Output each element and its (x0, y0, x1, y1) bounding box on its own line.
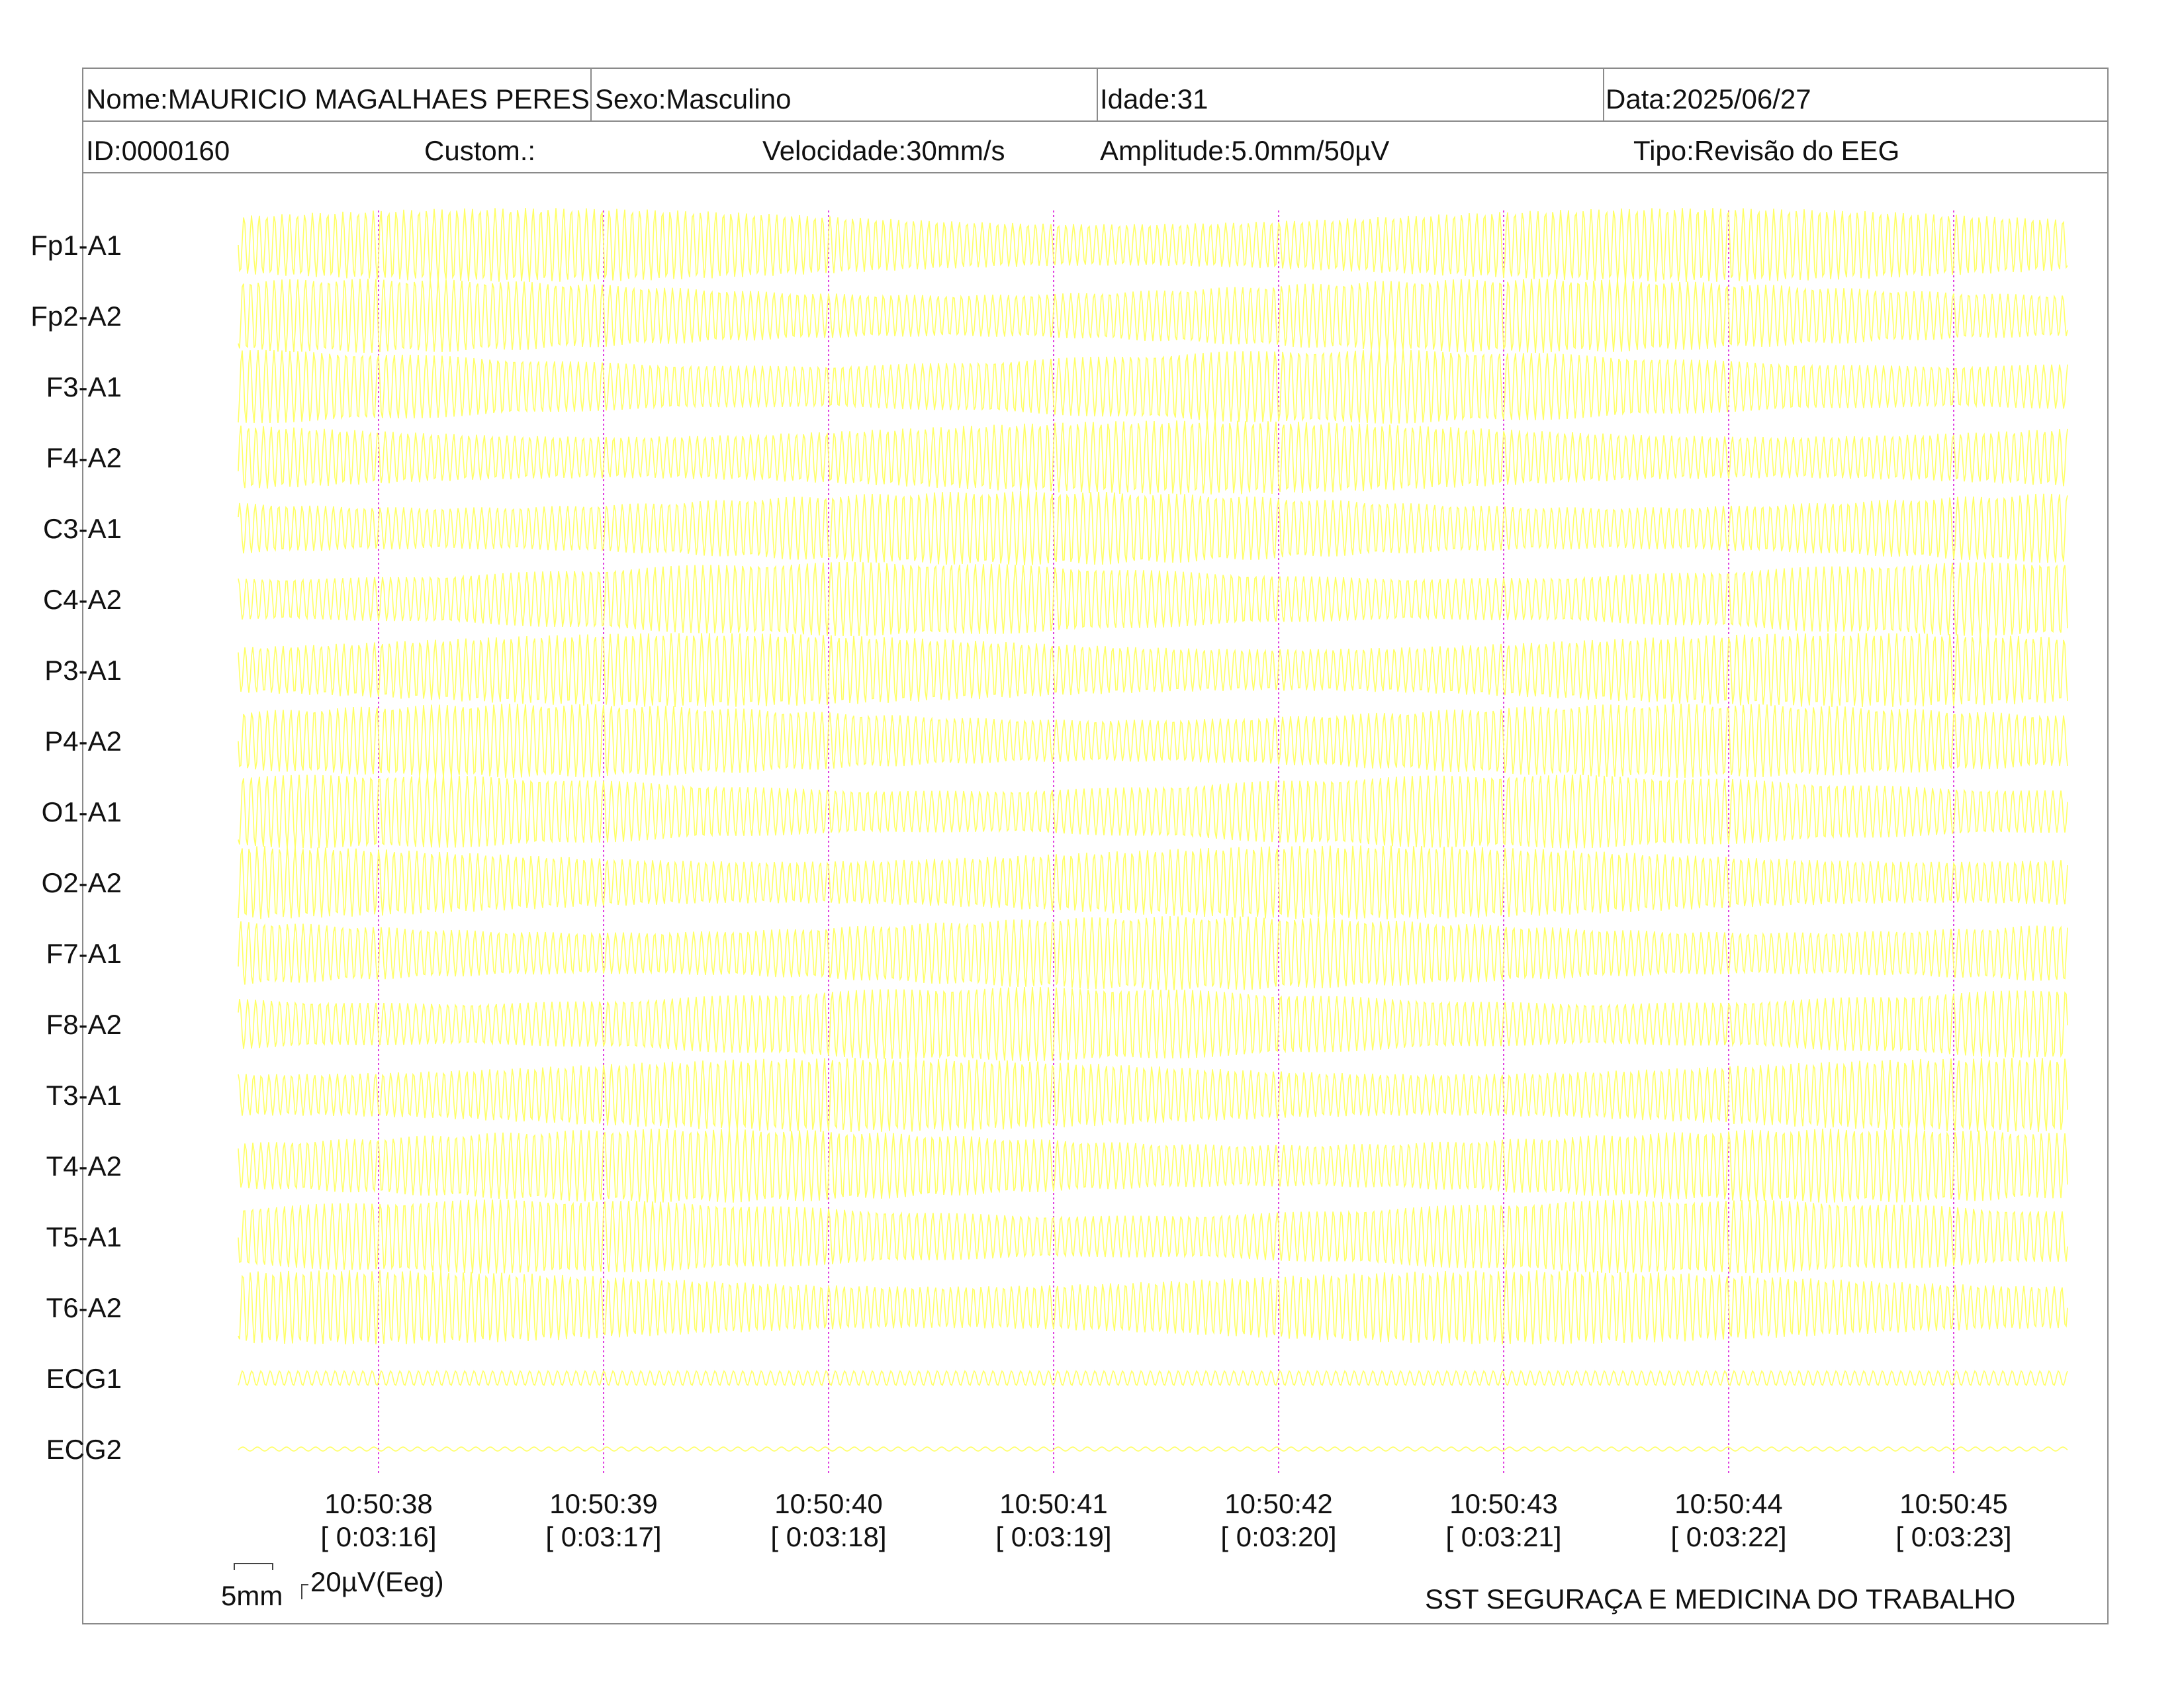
channel-label: P3-A1 (44, 655, 122, 686)
scale-amplitude-label: 20µV(Eeg) (310, 1566, 444, 1597)
header-bottom-divider (83, 172, 2107, 173)
time-mark: 10:50:44[ 0:03:22] (1670, 1487, 1786, 1554)
time-mark-elapsed: [ 0:03:18] (770, 1521, 887, 1552)
patient-sex: Sexo:Masculino (595, 83, 792, 115)
time-mark-elapsed: [ 0:03:19] (995, 1521, 1112, 1552)
time-mark: 10:50:45[ 0:03:23] (1895, 1487, 2011, 1554)
channel-trace (238, 1058, 2068, 1132)
scale-bar-icon (234, 1563, 308, 1599)
time-mark-clock: 10:50:45 (1899, 1488, 2008, 1519)
channel-label: C4-A2 (42, 584, 122, 615)
channel-trace (238, 1370, 2068, 1386)
channel-label: F4-A2 (46, 442, 122, 473)
channel-trace (238, 774, 2068, 849)
channel-trace (238, 1446, 2068, 1452)
time-mark-clock: 10:50:42 (1224, 1488, 1333, 1519)
channel-trace (238, 916, 2068, 990)
time-mark: 10:50:38[ 0:03:16] (320, 1487, 436, 1554)
channel-trace (238, 208, 2068, 282)
company-name: SST SEGURAÇA E MEDICINA DO TRABALHO (1425, 1583, 2016, 1615)
channel-label: O1-A1 (41, 796, 122, 827)
time-mark: 10:50:42[ 0:03:20] (1220, 1487, 1336, 1554)
channel-trace (238, 350, 2068, 424)
time-mark-elapsed: [ 0:03:20] (1220, 1521, 1337, 1552)
channel-label: F7-A1 (46, 938, 122, 969)
paper-speed: Velocidade:30mm/s (762, 135, 1005, 166)
time-mark: 10:50:39[ 0:03:17] (545, 1487, 661, 1554)
time-mark-clock: 10:50:44 (1674, 1488, 1783, 1519)
amplitude-setting: Amplitude:5.0mm/50µV (1100, 135, 1390, 166)
channel-label: T3-A1 (46, 1080, 122, 1111)
header-col-divider (590, 69, 592, 120)
channel-trace (238, 703, 2068, 778)
channel-label: F3-A1 (46, 371, 122, 402)
time-mark-elapsed: [ 0:03:22] (1670, 1521, 1787, 1552)
channel-trace (238, 1199, 2068, 1274)
channel-trace (238, 1270, 2068, 1344)
channel-trace (238, 278, 2068, 353)
patient-age: Idade:31 (1100, 83, 1208, 115)
channel-trace (238, 561, 2068, 637)
time-mark-clock: 10:50:43 (1449, 1488, 1558, 1519)
header-col-divider (1603, 69, 1604, 120)
time-mark-clock: 10:50:40 (774, 1488, 883, 1519)
exam-type: Tipo:Revisão do EEG (1633, 135, 1900, 166)
scale-time-label: 5mm (221, 1580, 283, 1611)
time-mark-elapsed: [ 0:03:17] (545, 1521, 662, 1552)
custom-field: Custom.: (424, 135, 536, 166)
time-mark: 10:50:41[ 0:03:19] (995, 1487, 1111, 1554)
report-frame (82, 68, 2109, 1624)
patient-name: Nome:MAURICIO MAGALHAES PERES (86, 83, 590, 115)
channel-label: T4-A2 (46, 1150, 122, 1182)
channel-trace (238, 845, 2068, 920)
channel-label: T6-A2 (46, 1292, 122, 1323)
time-mark-elapsed: [ 0:03:21] (1445, 1521, 1562, 1552)
time-mark-elapsed: [ 0:03:23] (1895, 1521, 2012, 1552)
patient-id: ID:0000160 (86, 135, 230, 166)
time-mark-clock: 10:50:41 (999, 1488, 1108, 1519)
channel-label: Fp2-A2 (30, 301, 122, 332)
channel-trace (238, 986, 2068, 1062)
time-mark: 10:50:43[ 0:03:21] (1445, 1487, 1561, 1554)
channel-trace (238, 420, 2068, 494)
channel-label: P4-A2 (44, 726, 122, 757)
channel-trace (238, 633, 2068, 708)
channel-label: T5-A1 (46, 1221, 122, 1252)
channel-label: C3-A1 (42, 513, 122, 544)
channel-label: F8-A2 (46, 1009, 122, 1040)
channel-trace (238, 1129, 2068, 1203)
channel-label: Fp1-A1 (30, 230, 122, 261)
channel-label: ECG1 (46, 1363, 122, 1394)
header-row-divider (83, 120, 2107, 122)
time-mark-clock: 10:50:39 (549, 1488, 658, 1519)
header-col-divider (1097, 69, 1098, 120)
time-mark-clock: 10:50:38 (324, 1488, 433, 1519)
time-mark-elapsed: [ 0:03:16] (320, 1521, 437, 1552)
channel-trace (238, 491, 2068, 566)
time-mark: 10:50:40[ 0:03:18] (770, 1487, 886, 1554)
channel-label: ECG2 (46, 1434, 122, 1465)
channel-label: O2-A2 (41, 867, 122, 898)
exam-date: Data:2025/06/27 (1606, 83, 1811, 115)
